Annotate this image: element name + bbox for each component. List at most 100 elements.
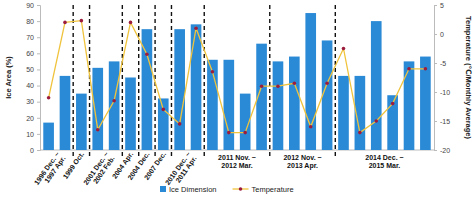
marker xyxy=(112,99,116,103)
bar xyxy=(305,13,316,150)
marker xyxy=(63,21,67,25)
group-separator xyxy=(269,5,270,158)
tick-mark xyxy=(434,92,437,93)
plot-area xyxy=(43,13,430,150)
tick-label: 40 xyxy=(26,82,34,89)
bar xyxy=(387,95,398,150)
bar xyxy=(223,60,234,150)
group-separator xyxy=(72,5,73,158)
tick-mark xyxy=(434,63,437,64)
tick: 0 xyxy=(434,31,444,38)
category-label: 2012 Nov. ~2013 Apr. xyxy=(283,154,321,170)
tick: 20 xyxy=(26,115,40,122)
tick: -15 xyxy=(434,118,450,125)
legend-label: Temperature xyxy=(252,185,294,194)
marker xyxy=(374,119,378,123)
bar xyxy=(60,76,71,150)
tick-mark xyxy=(37,134,40,135)
bar xyxy=(371,21,382,150)
bar xyxy=(207,60,218,150)
legend: Ice Dimension Temperature xyxy=(160,185,294,194)
category-label: 2014 Dec. ~2015 Mar. xyxy=(365,154,403,169)
marker xyxy=(424,67,428,71)
tick-label: 5 xyxy=(440,2,444,9)
marker xyxy=(407,67,411,71)
tick-label: 90 xyxy=(26,2,34,9)
tick-label: 10 xyxy=(26,131,34,138)
tick-mark xyxy=(434,121,437,122)
tick: 80 xyxy=(26,18,40,25)
axis-line xyxy=(435,6,438,151)
bar xyxy=(273,61,284,150)
marker xyxy=(293,82,297,86)
marker xyxy=(96,128,100,132)
marker xyxy=(358,131,362,135)
marker xyxy=(80,19,84,23)
tick: 30 xyxy=(26,98,40,105)
legend-swatch xyxy=(160,186,166,192)
category-label: 1996 Dec. ~1997 Apr. xyxy=(33,151,68,191)
bar xyxy=(109,61,120,150)
tick-label: 60 xyxy=(26,50,34,57)
tick: 5 xyxy=(434,2,444,9)
legend-label: Ice Dimension xyxy=(169,185,217,194)
chart: 0 10 20 30 40 50 60 70 80 90 -20 -15 -10 -5 0 5 1996 Dec… xyxy=(0,0,474,198)
tick: 50 xyxy=(26,66,40,73)
tick-label: 0 xyxy=(440,31,444,38)
marker xyxy=(325,82,329,86)
tick-mark xyxy=(434,34,437,35)
bar xyxy=(338,76,349,150)
category-label: 2001 Dec. ~2002 Feb. xyxy=(82,151,116,191)
group-separator xyxy=(171,5,172,158)
tick-mark xyxy=(37,5,40,6)
axis: 0 10 20 30 40 50 60 70 80 90 xyxy=(26,2,40,154)
category-label: 2007 Dec. xyxy=(143,151,167,182)
marker xyxy=(129,21,133,25)
bar xyxy=(404,61,415,150)
tick-label: -5 xyxy=(440,60,446,67)
marker xyxy=(47,96,51,100)
tick-mark xyxy=(37,118,40,119)
category-label: 2011 Nov. ~2012 Mar. xyxy=(218,154,256,169)
bar xyxy=(322,40,333,150)
group-separator xyxy=(138,5,139,158)
legend-marker xyxy=(239,187,243,191)
bar xyxy=(76,94,87,150)
bar xyxy=(158,98,169,150)
line xyxy=(49,21,426,133)
bar xyxy=(125,78,136,151)
marker xyxy=(227,131,231,135)
tick-label: 50 xyxy=(26,66,34,73)
marker xyxy=(342,47,346,51)
tick-mark xyxy=(37,150,40,151)
tick-mark xyxy=(37,102,40,103)
axis-title: Ice Area (%) xyxy=(4,56,13,99)
marker xyxy=(391,102,395,106)
tick-label: -10 xyxy=(440,89,450,96)
tick-label: 30 xyxy=(26,98,34,105)
axis-title: Temperature (℃/Monthly Average) xyxy=(464,16,473,139)
tick: 60 xyxy=(26,50,40,57)
tick-mark xyxy=(37,69,40,70)
marker xyxy=(194,26,198,30)
tick: 70 xyxy=(26,34,40,41)
tick: 0 xyxy=(30,147,40,154)
tick-mark xyxy=(434,5,437,6)
tick: -5 xyxy=(434,60,446,67)
marker xyxy=(178,122,182,126)
group-separator xyxy=(122,5,123,158)
bar xyxy=(420,57,431,150)
tick-label: 20 xyxy=(26,115,34,122)
tick: 90 xyxy=(26,2,40,9)
marker xyxy=(243,131,247,135)
tick: -20 xyxy=(434,147,450,154)
tick-label: 80 xyxy=(26,18,34,25)
marker xyxy=(145,53,149,57)
tick-label: -15 xyxy=(440,118,450,125)
tick-mark xyxy=(37,86,40,87)
axis-line xyxy=(37,6,41,151)
axis: -20 -15 -10 -5 0 5 xyxy=(434,2,450,154)
tick-label: -20 xyxy=(440,147,450,154)
marker xyxy=(161,108,165,112)
category-label: 1999 Oct. xyxy=(62,151,86,181)
